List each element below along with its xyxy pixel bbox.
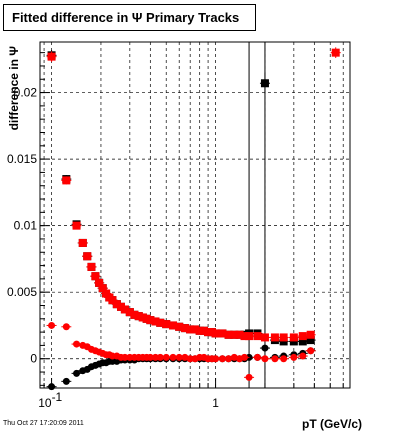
- data-point-square: [169, 321, 178, 330]
- data-point-square: [224, 330, 233, 339]
- data-point-square: [253, 332, 262, 341]
- data-point-square: [134, 312, 143, 321]
- series-2: [46, 321, 316, 381]
- data-point-circle: [212, 355, 220, 363]
- data-point-square: [175, 322, 184, 331]
- data-point-square: [130, 310, 139, 319]
- data-point-circle: [271, 355, 279, 363]
- data-point-circle: [245, 373, 253, 381]
- data-point-circle: [240, 353, 248, 361]
- data-point-circle: [169, 353, 177, 361]
- data-point-square: [298, 332, 307, 341]
- data-point-square: [108, 296, 117, 305]
- data-point-square: [306, 330, 315, 339]
- data-point-square: [218, 329, 227, 338]
- data-point-square: [87, 262, 96, 271]
- y-tick-label: 0.005: [7, 285, 37, 299]
- data-point-circle: [73, 340, 81, 348]
- chart-title: Fitted difference in Ψ Primary Tracks: [12, 10, 240, 25]
- data-point-circle: [280, 355, 288, 363]
- data-point-square: [156, 318, 165, 327]
- x-tick-label: 1: [212, 396, 219, 410]
- data-point-square: [279, 333, 288, 342]
- data-point-circle: [290, 353, 298, 361]
- data-point-circle: [175, 353, 183, 361]
- data-point-circle: [218, 355, 226, 363]
- data-point-square: [245, 332, 254, 341]
- data-point-square: [98, 284, 107, 293]
- data-point-square: [200, 326, 209, 335]
- data-point-square: [211, 329, 220, 338]
- data-point-square: [260, 333, 269, 342]
- data-point-circle: [162, 353, 170, 361]
- data-point-circle: [62, 323, 70, 331]
- data-point-square: [230, 330, 239, 339]
- data-point-square: [120, 305, 129, 314]
- x-tick-exponent: -1: [52, 390, 63, 404]
- data-point-square: [146, 316, 155, 325]
- axis-ticks: [40, 52, 344, 388]
- data-point-square: [125, 308, 134, 317]
- data-point-circle: [73, 369, 81, 377]
- data-point-square: [91, 272, 100, 281]
- data-point-circle: [62, 377, 70, 385]
- data-point-circle: [156, 353, 164, 361]
- data-point-circle: [253, 353, 261, 361]
- y-tick-label: 0.02: [14, 86, 38, 100]
- y-axis-title: difference in Ψ: [7, 46, 21, 131]
- chart-title-box: Fitted difference in Ψ Primary Tracks: [3, 4, 256, 31]
- y-tick-label: 0: [30, 352, 37, 366]
- series-3: [46, 344, 316, 391]
- data-point-square: [180, 324, 189, 333]
- data-point-square: [78, 238, 87, 247]
- data-point-square: [162, 320, 171, 329]
- data-point-square: [235, 330, 244, 339]
- data-point-square: [83, 252, 92, 261]
- data-point-square: [331, 48, 340, 57]
- timestamp: Thu Oct 27 17:20:09 2011: [3, 420, 84, 427]
- data-point-square: [95, 278, 104, 287]
- data-point-square: [47, 52, 56, 61]
- series-1: [46, 49, 316, 346]
- data-marks: [46, 47, 341, 391]
- data-point-square: [72, 221, 81, 230]
- x-axis-title: pT (GeV/c): [302, 417, 362, 431]
- data-point-square: [112, 300, 121, 309]
- data-point-circle: [146, 353, 154, 361]
- data-point-circle: [307, 347, 315, 355]
- y-tick-label: 0.01: [14, 219, 38, 233]
- data-point-circle: [261, 344, 269, 352]
- data-point-square: [260, 79, 269, 88]
- data-point-circle: [48, 321, 56, 329]
- plot-frame: [39, 41, 351, 389]
- data-point-square: [298, 337, 307, 346]
- data-point-square: [191, 325, 200, 334]
- y-tick-label: 0.015: [7, 152, 37, 166]
- data-point-circle: [299, 352, 307, 360]
- series-0: [46, 47, 341, 342]
- data-point-square: [289, 333, 298, 342]
- x-tick-label: 10: [38, 396, 52, 410]
- data-point-circle: [261, 355, 269, 363]
- data-point-square: [270, 333, 279, 342]
- data-point-square: [151, 317, 160, 326]
- data-point-square: [62, 176, 71, 185]
- data-point-square: [306, 336, 315, 345]
- tick-labels: 0 0.005 0.01 0.015 0.02 10 -1 1: [7, 86, 219, 410]
